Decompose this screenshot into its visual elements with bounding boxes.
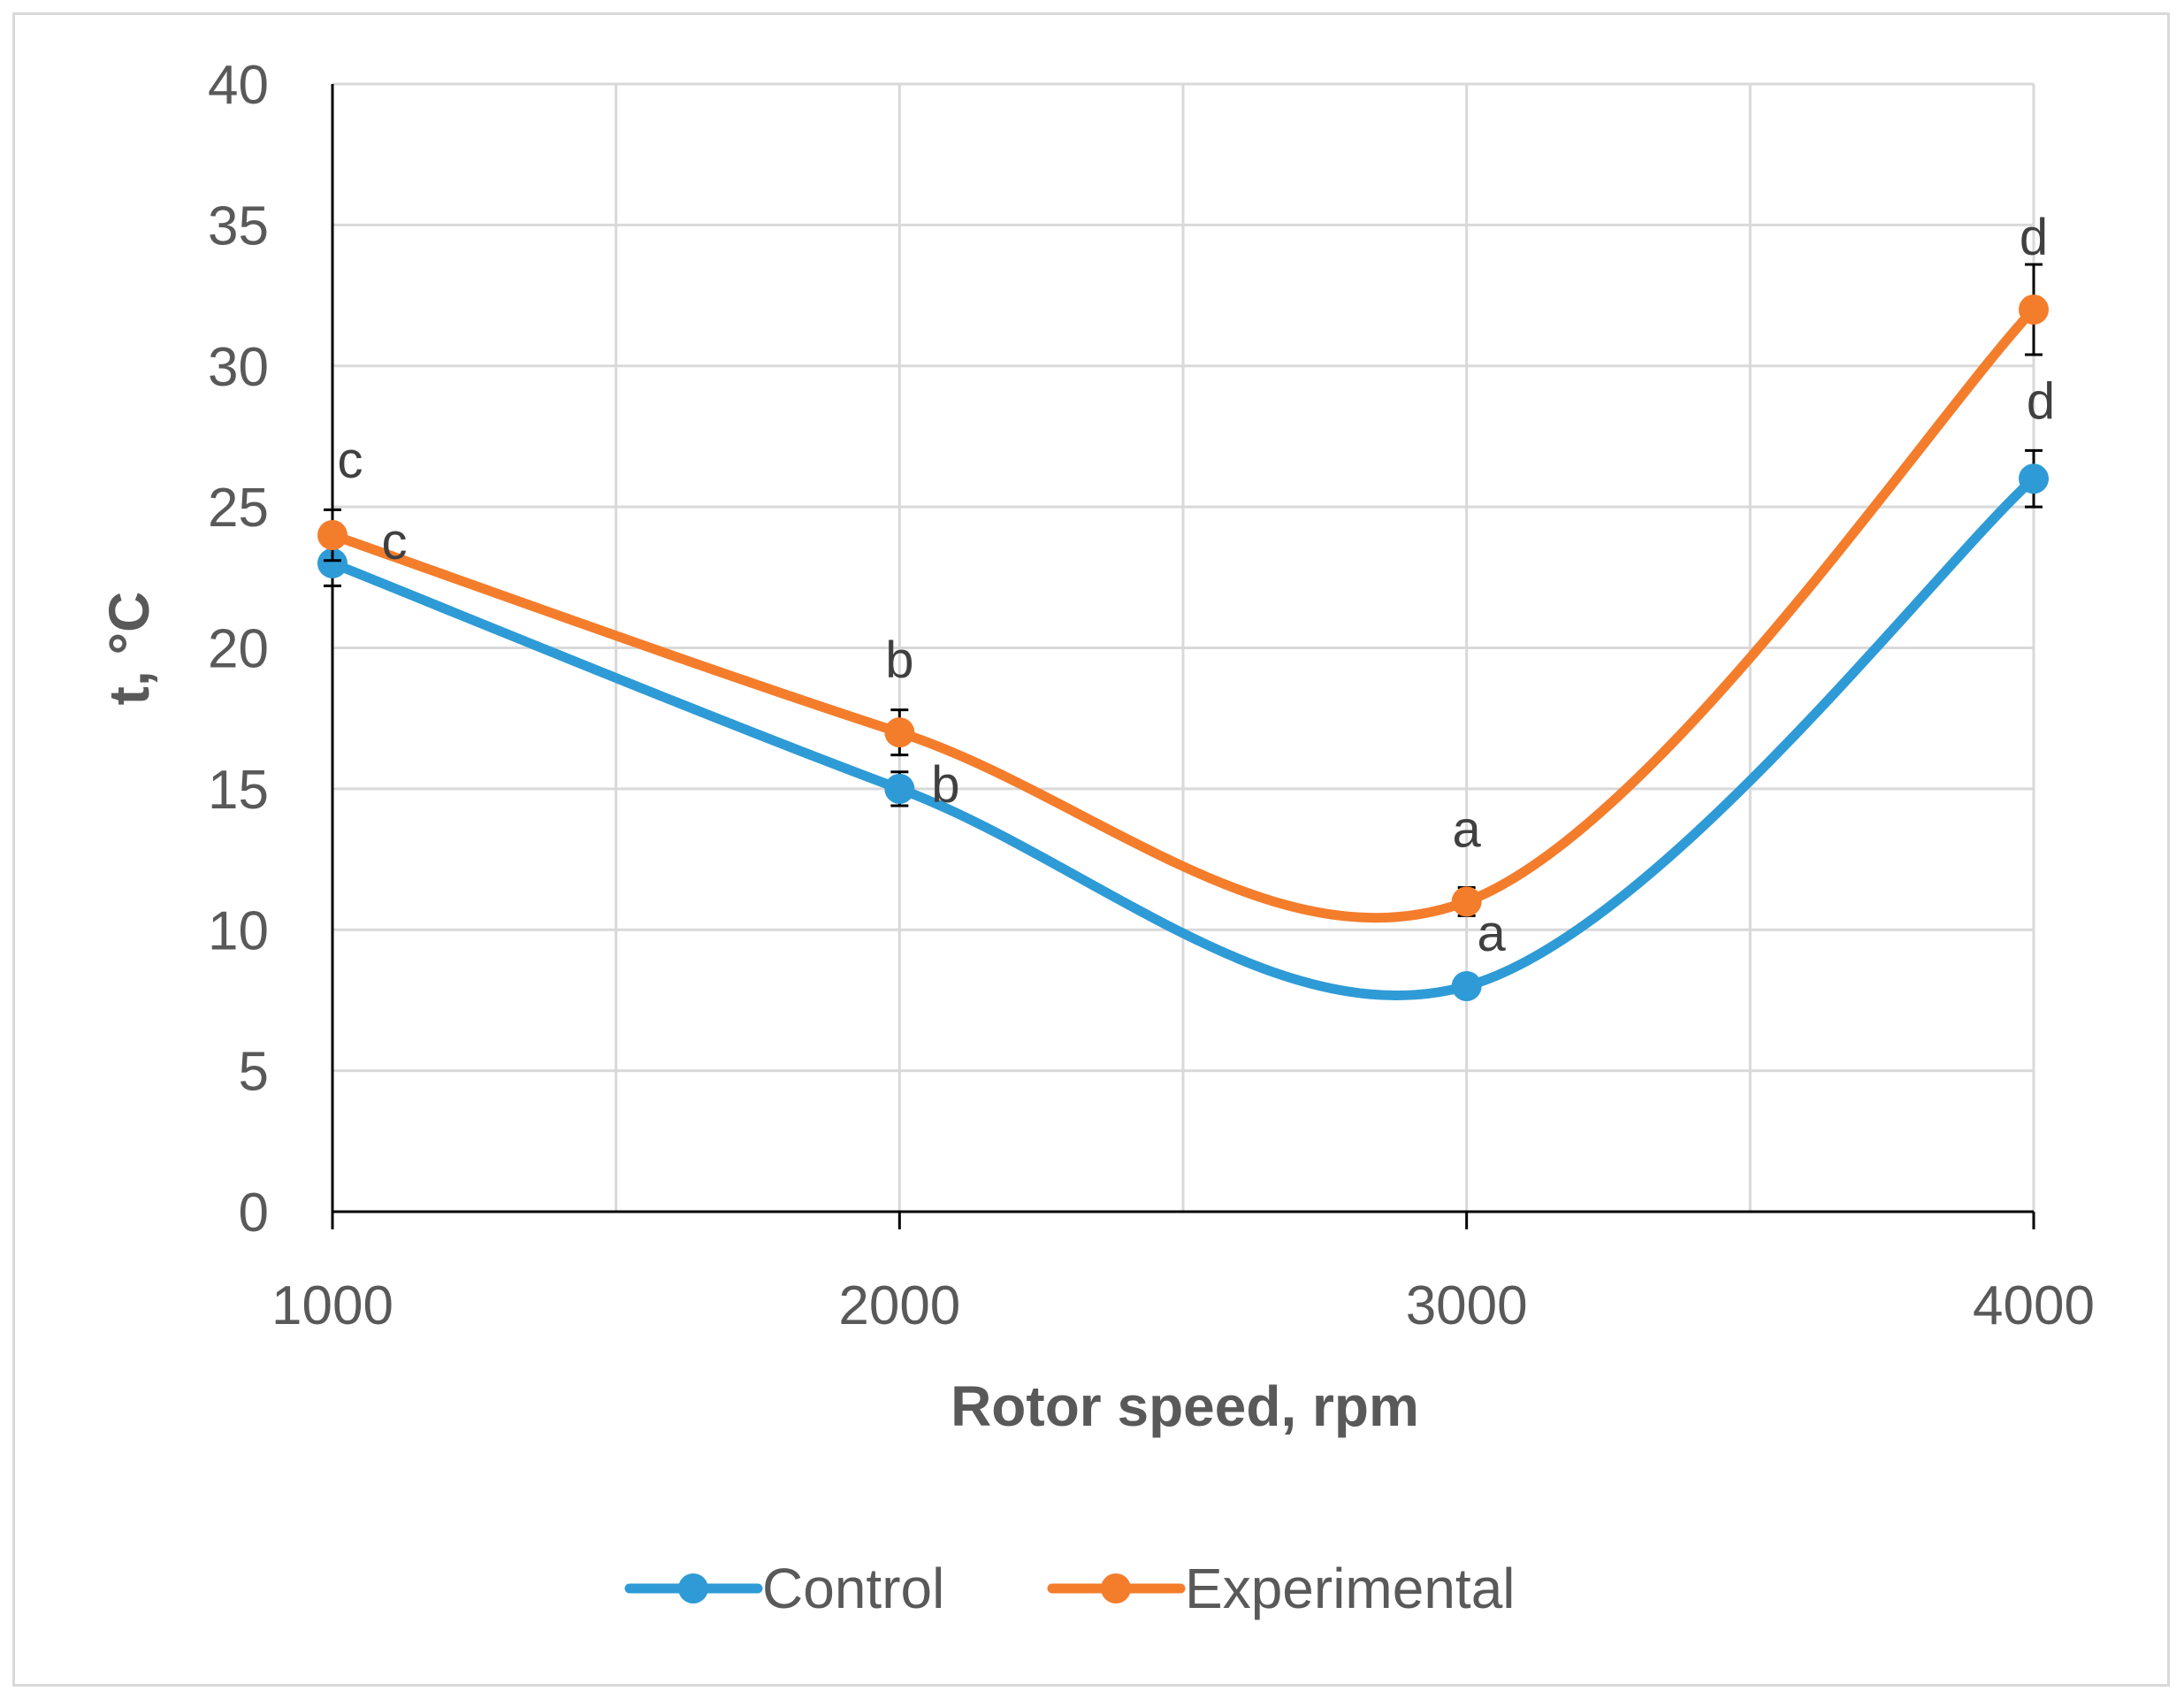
tick-labels: 0 5 10 15 20 25 30 35 40 1000 2000 3000 4000 — [208, 55, 2095, 1336]
legend-item-experimental: Experimental — [1047, 1557, 1516, 1620]
significance-label: a — [1453, 800, 1482, 858]
y-tick-label: 5 — [239, 1042, 269, 1103]
x-axis-label: Rotor speed, rpm — [951, 1374, 1419, 1438]
data-point-experimental — [884, 717, 915, 748]
y-tick-label: 20 — [208, 619, 269, 680]
series-line-control — [327, 473, 2039, 1000]
significance-label: a — [1478, 905, 1507, 962]
x-tick-label: 1000 — [271, 1275, 393, 1336]
x-tick-label: 3000 — [1406, 1275, 1528, 1336]
legend: Control Experimental — [624, 1557, 1516, 1620]
data-point-control — [317, 547, 347, 578]
chart-frame — [12, 12, 2170, 1687]
significance-label: d — [2027, 372, 2055, 430]
data-point-control — [884, 773, 915, 804]
data-point-control — [1451, 971, 1482, 1001]
data-point-experimental — [1451, 886, 1482, 917]
x-tick-label: 2000 — [838, 1275, 960, 1336]
series-line-experimental — [327, 304, 2039, 922]
legend-label: Experimental — [1185, 1557, 1516, 1620]
significance-label: c — [382, 513, 408, 570]
significance-label: d — [2020, 209, 2048, 266]
significance-label: c — [338, 432, 363, 489]
y-tick-label: 30 — [208, 337, 269, 398]
y-tick-label: 25 — [208, 478, 269, 539]
significance-label: b — [885, 631, 913, 689]
legend-marker — [678, 1573, 708, 1603]
y-tick-label: 40 — [208, 55, 269, 116]
y-tick-label: 35 — [208, 195, 269, 256]
y-axis-label: t, °C — [97, 592, 161, 706]
legend-label: Control — [762, 1557, 944, 1620]
data-point-experimental — [317, 520, 347, 550]
series-control — [317, 448, 2049, 1001]
data-point-experimental — [2019, 295, 2049, 325]
data-point-control — [2019, 463, 2049, 494]
significance-labels: c b a d c b a d — [338, 209, 2056, 962]
gridlines — [332, 82, 2035, 1212]
series-layer — [317, 263, 2049, 1001]
legend-marker — [1101, 1573, 1131, 1603]
axes — [331, 84, 2035, 1229]
y-tick-label: 10 — [208, 900, 269, 961]
series-experimental — [317, 263, 2049, 922]
y-tick-label: 15 — [208, 760, 269, 821]
legend-item-control: Control — [624, 1557, 944, 1620]
y-tick-label: 0 — [239, 1182, 269, 1244]
x-tick-label: 4000 — [1973, 1275, 2095, 1336]
significance-label: b — [931, 756, 959, 814]
